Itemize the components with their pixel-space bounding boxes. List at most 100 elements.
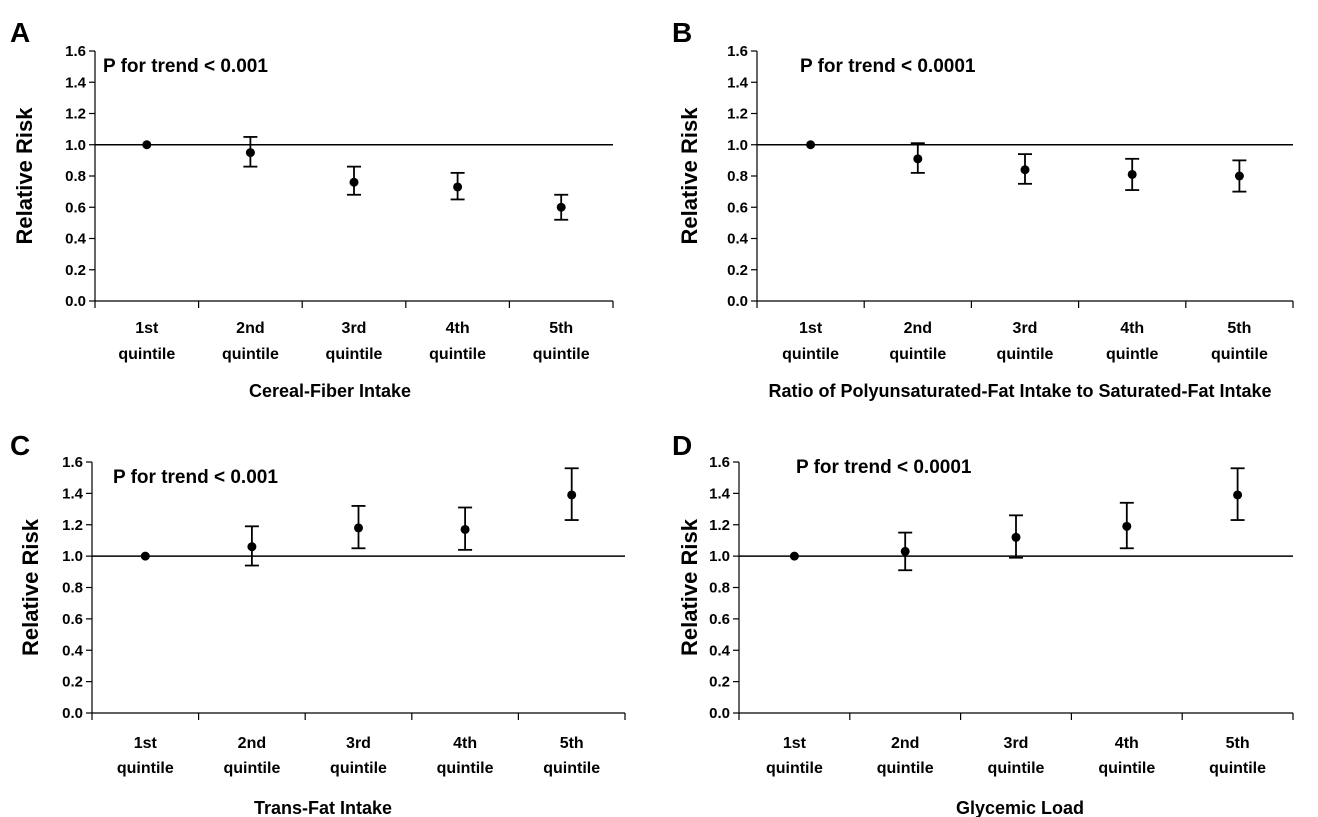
y-tick-label: 0.4 [727, 231, 749, 248]
data-point [247, 542, 257, 552]
x-tick-label: quintile [877, 760, 934, 777]
y-tick-label: 0.8 [62, 580, 83, 597]
x-tick-label: quintile [222, 346, 279, 363]
y-tick-label: 1.2 [65, 106, 86, 123]
x-axis-label: Glycemic Load [956, 798, 1084, 817]
x-tick-label: 1st [135, 320, 159, 337]
x-axis-label: Cereal-Fiber Intake [249, 381, 411, 401]
y-tick-label: 0.4 [62, 642, 84, 659]
y-tick-label: 0.4 [65, 231, 87, 248]
x-tick-label: quintile [330, 760, 387, 777]
y-tick-label: 1.0 [62, 548, 83, 565]
x-axis-label: Trans-Fat Intake [254, 798, 392, 817]
x-tick-label: quintile [543, 760, 600, 777]
y-tick-label: 0.8 [65, 168, 86, 185]
y-tick-label: 1.0 [65, 137, 86, 154]
panel-letter: B [672, 17, 692, 48]
data-point [460, 524, 470, 534]
y-tick-label: 1.4 [62, 485, 84, 502]
panel-letter: D [672, 430, 692, 461]
y-tick-label: 1.0 [709, 548, 730, 565]
y-tick-label: 0.0 [709, 705, 730, 722]
data-point [913, 154, 923, 164]
x-tick-label: 3rd [342, 320, 367, 337]
p-trend-annotation: P for trend < 0.0001 [796, 457, 972, 478]
x-tick-label: quintile [437, 760, 494, 777]
data-point [245, 148, 255, 158]
x-tick-label: quintile [223, 760, 280, 777]
chart-panel-a: A 0.0 0.2 0.4 0.6 0.8 1.0 1.2 1.4 1.6 1st quintile 2… [10, 17, 614, 401]
p-trend-annotation: P for trend < 0.0001 [800, 56, 976, 77]
y-tick-label: 0.2 [62, 674, 83, 691]
y-tick-label: 1.2 [62, 517, 83, 534]
x-tick-label: 5th [549, 320, 573, 337]
x-tick-label: quintile [1098, 760, 1155, 777]
y-tick-label: 0.2 [65, 262, 86, 279]
x-tick-label: 5th [1226, 735, 1250, 752]
y-tick-label: 1.6 [65, 43, 86, 60]
y-tick-label: 1.4 [65, 74, 87, 91]
x-tick-label: 4th [446, 320, 470, 337]
y-axis-label: Relative Risk [18, 518, 43, 656]
x-tick-label: quintile [1211, 346, 1268, 363]
y-tick-label: 1.2 [709, 517, 730, 534]
y-tick-label: 0.0 [62, 705, 83, 722]
x-tick-label: 2nd [904, 320, 932, 337]
x-tick-label: quintile [118, 346, 175, 363]
y-tick-label: 0.0 [727, 293, 748, 310]
y-tick-label: 0.6 [65, 199, 86, 216]
panel-letter: A [10, 17, 30, 48]
y-tick-label: 0.8 [709, 580, 730, 597]
y-tick-label: 1.4 [727, 74, 749, 91]
p-trend-annotation: P for trend < 0.001 [113, 467, 278, 488]
data-point [142, 140, 152, 150]
panel-letter: C [10, 430, 30, 461]
data-point [1127, 169, 1137, 179]
x-tick-label: 1st [799, 320, 823, 337]
x-tick-label: 3rd [1004, 735, 1029, 752]
data-point [789, 551, 799, 561]
data-point [1011, 532, 1021, 542]
data-point [140, 551, 150, 561]
x-axis-label: Ratio of Polyunsaturated-Fat Intake to S… [768, 381, 1271, 401]
y-axis-label: Relative Risk [677, 107, 702, 245]
data-point [567, 490, 577, 500]
x-tick-label: quintile [533, 346, 590, 363]
data-point [1234, 171, 1244, 181]
x-tick-label: quintile [326, 346, 383, 363]
x-tick-label: 1st [134, 735, 158, 752]
data-point [453, 182, 463, 192]
x-tick-label: 3rd [346, 735, 371, 752]
x-tick-label: quintile [997, 346, 1054, 363]
chart-panel-b: B 0.0 0.2 0.4 0.6 0.8 1.0 1.2 1.4 1.6 1st quintile 2… [672, 17, 1294, 401]
y-tick-label: 1.0 [727, 137, 748, 154]
x-tick-label: 2nd [891, 735, 919, 752]
y-tick-label: 1.2 [727, 106, 748, 123]
x-tick-label: quintile [988, 760, 1045, 777]
y-tick-label: 0.4 [709, 642, 731, 659]
x-tick-label: quintile [117, 760, 174, 777]
data-point [1122, 521, 1132, 531]
x-tick-label: quintile [766, 760, 823, 777]
x-tick-label: quintle [1106, 346, 1159, 363]
data-point [1020, 165, 1030, 175]
p-trend-annotation: P for trend < 0.001 [103, 56, 268, 77]
y-tick-label: 1.6 [727, 43, 748, 60]
data-point [1233, 490, 1243, 500]
y-tick-label: 0.6 [709, 611, 730, 628]
x-tick-label: quintile [1209, 760, 1266, 777]
y-tick-label: 0.6 [727, 199, 748, 216]
x-tick-label: 4th [453, 735, 477, 752]
x-tick-label: 4th [1115, 735, 1139, 752]
x-tick-label: 3rd [1013, 320, 1038, 337]
data-point [806, 140, 816, 150]
chart-panel-d: D 0.0 0.2 0.4 0.6 0.8 1.0 1.2 1.4 1.6 1st quintile 2… [672, 430, 1294, 817]
x-tick-label: quintile [889, 346, 946, 363]
x-tick-label: quintile [782, 346, 839, 363]
chart-panel-c: C 0.0 0.2 0.4 0.6 0.8 1.0 1.2 1.4 1.6 1st quintile 2… [10, 430, 626, 817]
y-tick-label: 0.6 [62, 611, 83, 628]
y-tick-label: 0.8 [727, 168, 748, 185]
y-axis-label: Relative Risk [677, 518, 702, 656]
data-point [900, 546, 910, 556]
